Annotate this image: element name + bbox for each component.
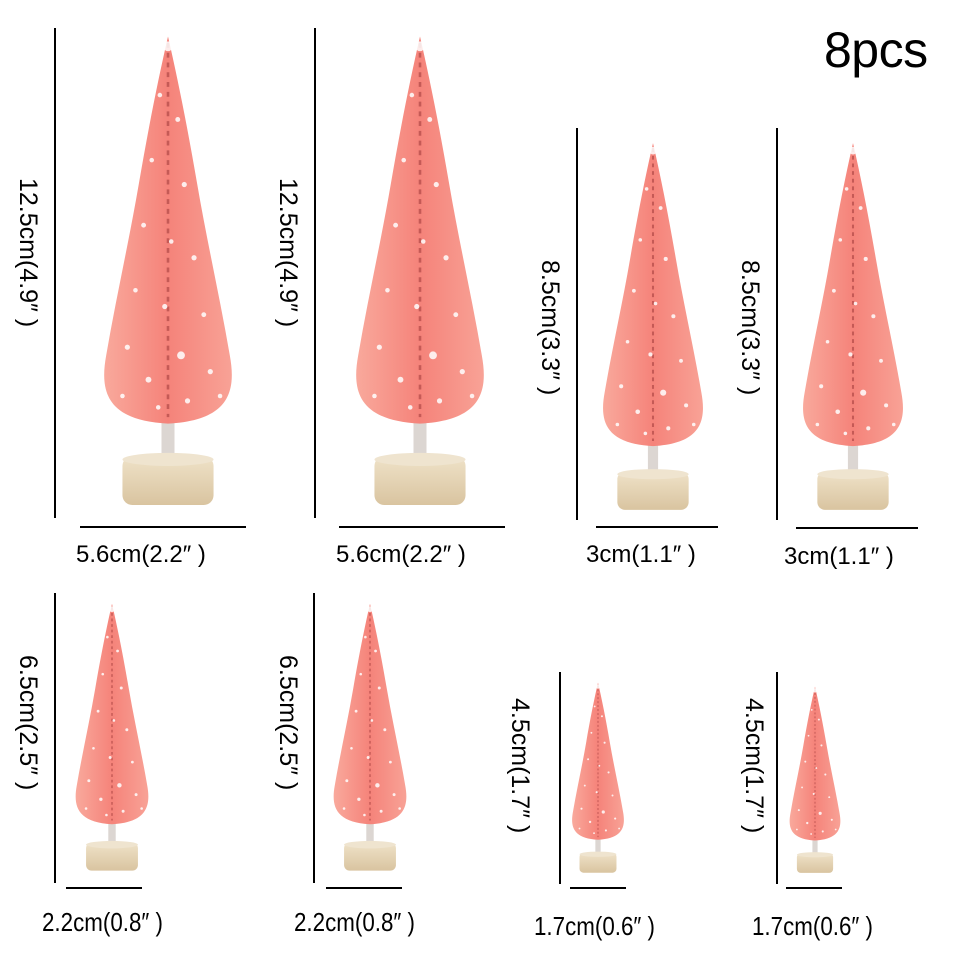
width-indicator-line bbox=[66, 887, 142, 889]
width-indicator-line bbox=[596, 526, 718, 528]
height-label: 6.5cm(2.5″ ) bbox=[14, 655, 42, 791]
height-indicator-line bbox=[776, 128, 778, 520]
height-indicator-line bbox=[776, 672, 778, 884]
width-label: 5.6cm(2.2″ ) bbox=[336, 541, 466, 568]
tree-image-large bbox=[70, 30, 266, 518]
height-indicator-line bbox=[54, 28, 56, 518]
width-indicator-line bbox=[339, 526, 505, 528]
height-indicator-line bbox=[54, 593, 56, 883]
height-label: 4.5cm(1.7″ ) bbox=[740, 698, 768, 834]
tree-image-large bbox=[322, 30, 518, 518]
tree-image-small bbox=[320, 600, 420, 878]
height-label: 6.5cm(2.5″ ) bbox=[274, 655, 302, 791]
height-label: 12.5cm(4.9″ ) bbox=[14, 178, 42, 328]
width-indicator-line bbox=[796, 527, 918, 529]
height-indicator-line bbox=[314, 28, 316, 518]
width-label: 1.7cm(0.6″ ) bbox=[534, 911, 656, 941]
height-label: 8.5cm(3.3″ ) bbox=[536, 260, 564, 396]
width-label: 5.6cm(2.2″ ) bbox=[76, 541, 206, 568]
tree-image-medium bbox=[788, 138, 918, 520]
width-indicator-line bbox=[570, 887, 626, 889]
height-indicator-line bbox=[576, 128, 578, 520]
tree-image-mini bbox=[562, 680, 634, 878]
height-indicator-line bbox=[313, 593, 315, 883]
width-label: 1.7cm(0.6″ ) bbox=[752, 911, 874, 941]
width-label: 3cm(1.1″ ) bbox=[784, 543, 894, 570]
height-label: 12.5cm(4.9″ ) bbox=[274, 178, 302, 328]
width-indicator-line bbox=[786, 887, 842, 889]
tree-image-medium bbox=[588, 138, 718, 520]
tree-image-small bbox=[62, 600, 162, 878]
pack-quantity-title: 8pcs bbox=[824, 22, 928, 78]
width-label: 2.2cm(0.8″ ) bbox=[42, 907, 164, 937]
height-label: 4.5cm(1.7″ ) bbox=[506, 698, 534, 834]
height-indicator-line bbox=[559, 672, 561, 884]
height-label: 8.5cm(3.3″ ) bbox=[736, 260, 764, 396]
width-indicator-line bbox=[80, 526, 246, 528]
tree-image-mini bbox=[779, 684, 851, 878]
width-label: 2.2cm(0.8″ ) bbox=[294, 907, 416, 937]
width-indicator-line bbox=[326, 887, 402, 889]
width-label: 3cm(1.1″ ) bbox=[586, 541, 696, 568]
